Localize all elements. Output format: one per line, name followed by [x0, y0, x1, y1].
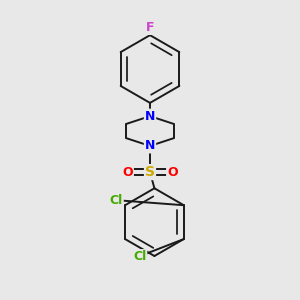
- Text: O: O: [122, 166, 133, 178]
- Text: N: N: [145, 140, 155, 152]
- Text: N: N: [145, 110, 155, 123]
- Text: Cl: Cl: [110, 194, 123, 207]
- Text: F: F: [146, 21, 154, 34]
- Text: S: S: [145, 165, 155, 179]
- Text: O: O: [167, 166, 178, 178]
- Text: Cl: Cl: [133, 250, 146, 263]
